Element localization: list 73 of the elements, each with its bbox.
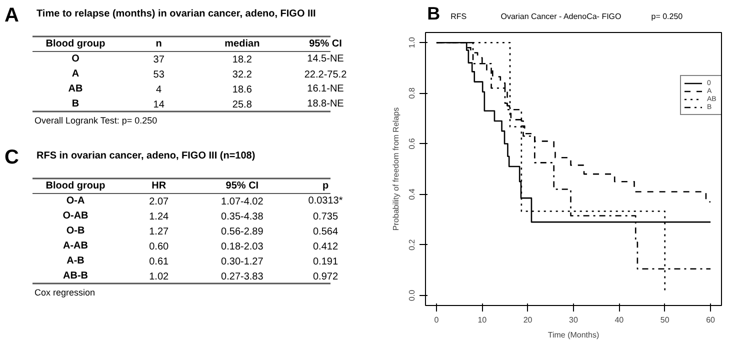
x-tick-label: 40 [614, 316, 624, 324]
text: Time to relapse (months) in ovarian cancer, adeno, FIGO III [36, 8, 316, 20]
text: 53 [153, 70, 164, 80]
text: 0.60 [149, 242, 169, 252]
y-axis-title: Probability of freedom from Relaps [392, 107, 400, 231]
text: B [72, 98, 80, 110]
category-label: median [224, 38, 260, 50]
text: C [4, 146, 19, 168]
category-label: HR [152, 180, 167, 192]
text: 4 [156, 84, 162, 96]
text: O-AB [62, 210, 88, 222]
x-tick-label: 0 [434, 316, 440, 324]
text: A [72, 68, 80, 80]
category-label: 95% CI [309, 38, 342, 50]
text: 25.8 [232, 100, 252, 110]
x-tick-label: 60 [706, 316, 716, 324]
text: O-B [66, 226, 85, 236]
x-tick-label: 10 [478, 316, 488, 324]
text: 0.18-2.03 [221, 242, 264, 252]
text: 18.8-NE [307, 98, 344, 110]
text: 22.2-75.2 [304, 70, 347, 80]
text: O [72, 54, 80, 64]
text: 1.02 [149, 272, 169, 282]
text: 1.24 [149, 212, 169, 222]
text: AB-B [63, 270, 88, 282]
text: AB [68, 84, 83, 94]
text: 0.412 [312, 242, 338, 252]
text: 0.35-4.38 [221, 212, 264, 222]
text: 14 [153, 100, 164, 110]
x-axis-title: Time (Months) [548, 330, 600, 340]
category-label: 95% CI [226, 180, 259, 192]
text: 37 [153, 54, 164, 66]
text: 0.564 [312, 226, 338, 238]
y-tick-label: 0.2 [408, 238, 416, 250]
text: O-A [66, 196, 85, 206]
text: 18.2 [232, 54, 252, 66]
text: 0.27-3.83 [221, 272, 264, 282]
text: 2.07 [149, 196, 169, 208]
category-label: n [156, 38, 162, 50]
text: Cox regression [34, 288, 96, 298]
text: 0.735 [312, 212, 338, 222]
y-tick-label: 0.0 [408, 289, 416, 301]
y-tick-label: 0.6 [408, 138, 416, 150]
category-label: Blood group [46, 38, 106, 50]
text: Overall Logrank Test: p= 0.250 [34, 116, 158, 126]
text: A-B [66, 256, 84, 266]
x-tick-label: 20 [523, 316, 533, 324]
category-label: p [322, 180, 329, 192]
text: B [427, 4, 440, 24]
y-tick-label: 1.0 [408, 36, 416, 48]
text: 32.2 [232, 70, 252, 80]
text: 0.972 [312, 272, 338, 282]
text: 16.1-NE [307, 84, 344, 94]
text: p= 0.250 [651, 12, 684, 21]
text: 0.0313* [308, 196, 343, 206]
category-label: Blood group [46, 180, 106, 192]
chart-title: Ovarian Cancer - AdenoCa- FIGO [500, 12, 622, 21]
x-tick-label: 50 [660, 316, 670, 324]
x-tick-label: 30 [569, 316, 578, 324]
text: 14.5-NE [307, 54, 344, 64]
y-tick-label: 0.8 [408, 87, 416, 99]
text: A [4, 4, 19, 26]
text: 0.30-1.27 [221, 256, 264, 268]
text: 0.191 [312, 256, 338, 268]
y-tick-label: 0.4 [408, 188, 416, 200]
text: 0.56-2.89 [221, 226, 264, 238]
text: 1.27 [149, 226, 169, 238]
text: RFS [450, 12, 467, 21]
text: A-AB [63, 240, 88, 252]
text: RFS in ovarian cancer, adeno, FIGO III (n=108) [36, 150, 256, 162]
text: 0.61 [149, 256, 169, 268]
text: 1.07-4.02 [221, 196, 264, 208]
text: 18.6 [232, 84, 252, 96]
